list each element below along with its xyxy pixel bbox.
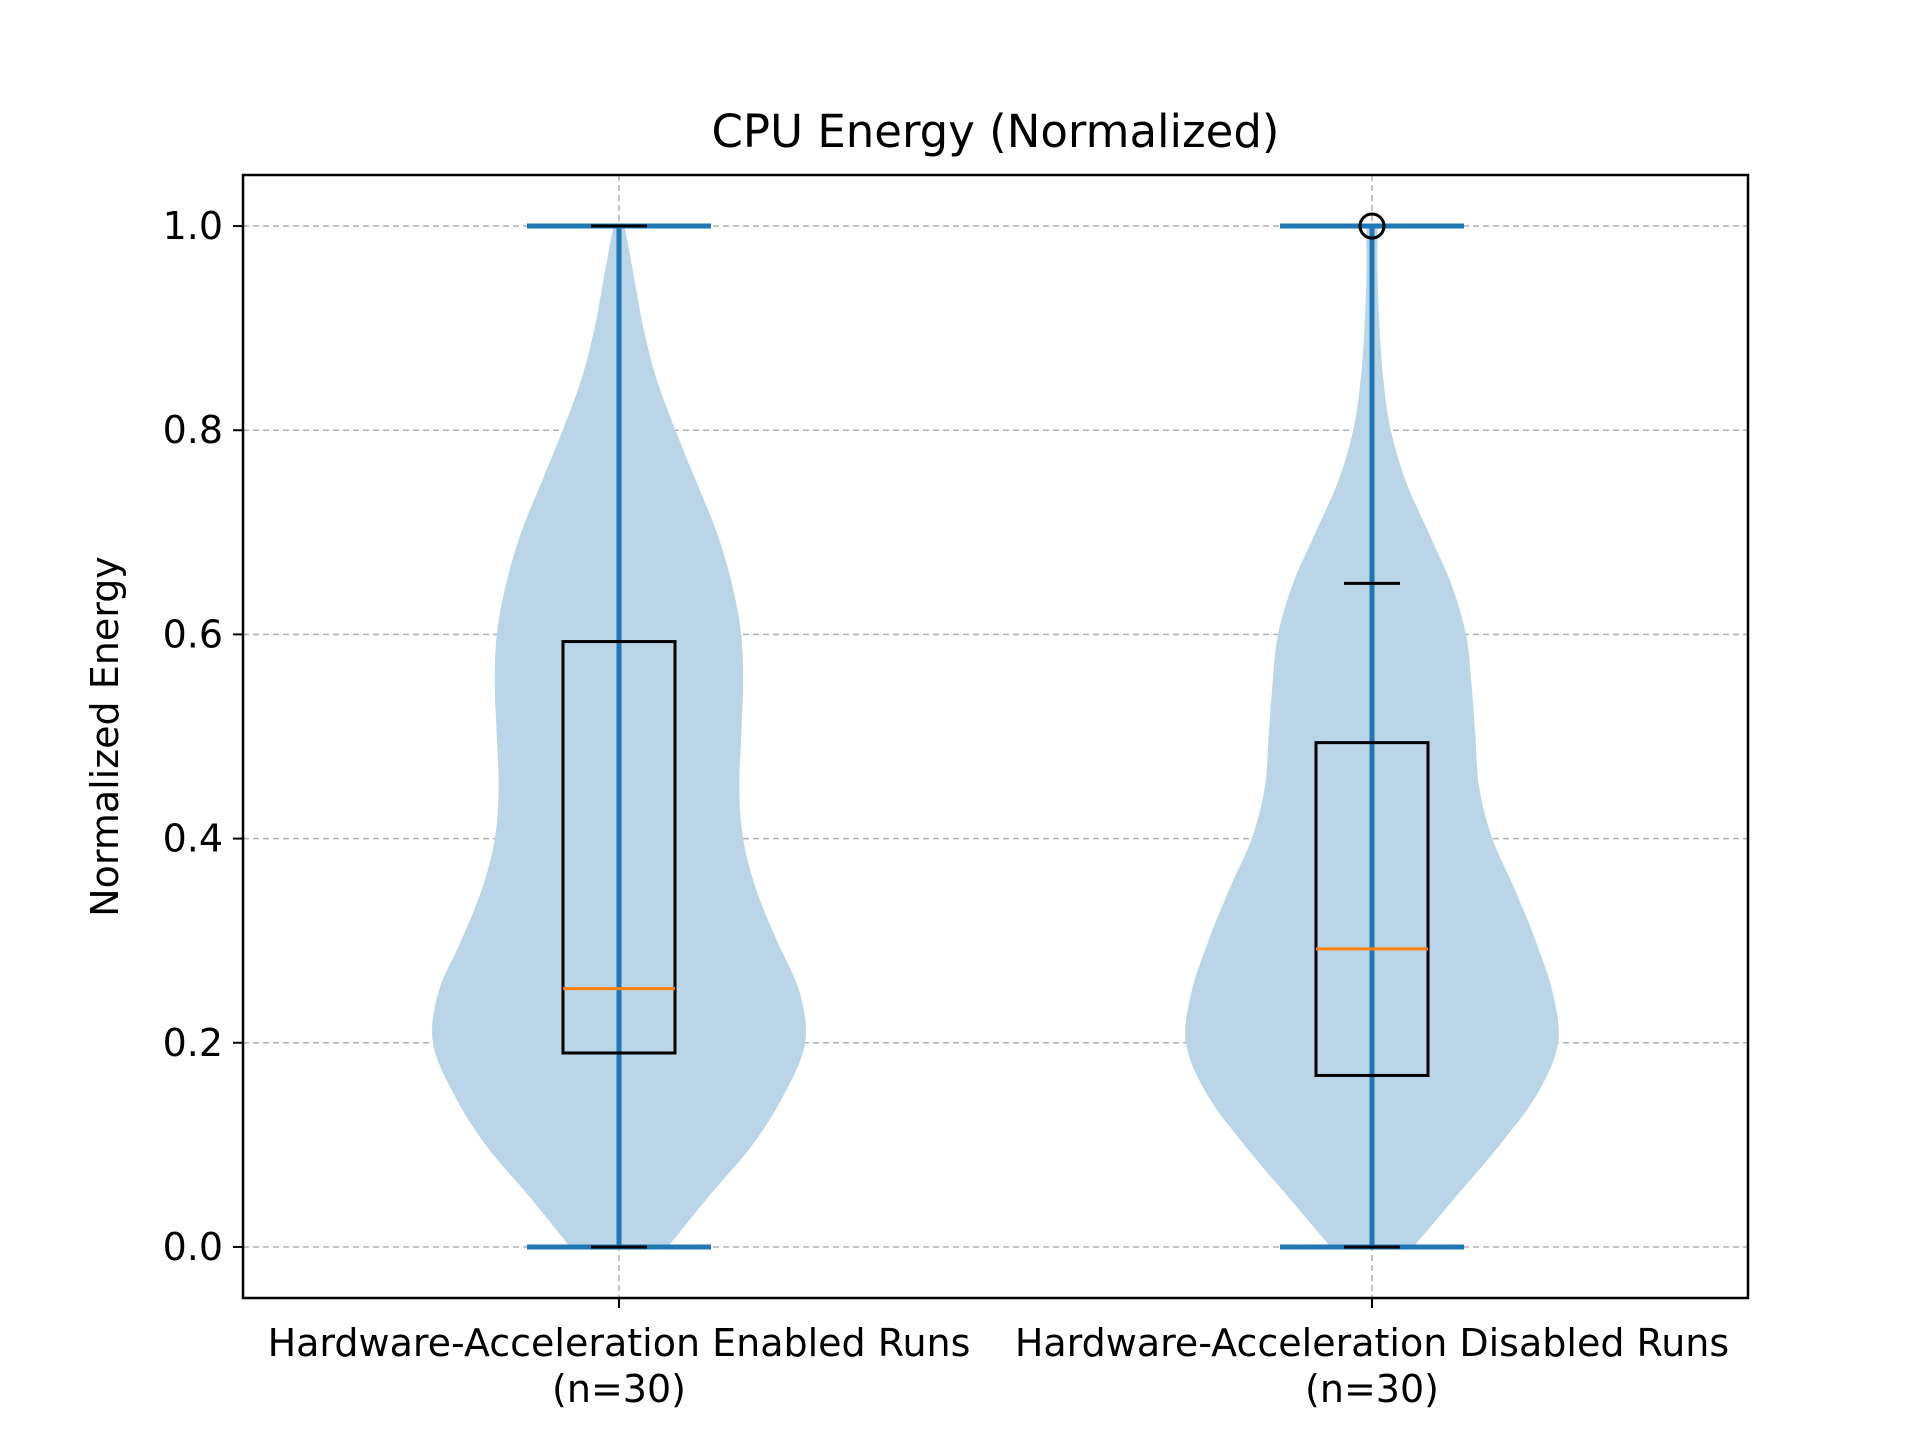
x-category-count: (n=30) bbox=[552, 1367, 686, 1411]
box-iqr bbox=[561, 640, 677, 1055]
x-category-count: (n=30) bbox=[1305, 1367, 1439, 1411]
y-tick-label: 0.2 bbox=[163, 1021, 223, 1065]
y-tick-label: 1.0 bbox=[163, 204, 223, 248]
box-iqr bbox=[1314, 741, 1430, 1077]
violin-layer bbox=[432, 223, 1559, 1250]
y-tick-label: 0.8 bbox=[163, 408, 223, 452]
grid-layer bbox=[243, 175, 1748, 1298]
y-tick-label: 0.4 bbox=[163, 817, 223, 861]
box-outlier bbox=[1358, 212, 1386, 240]
y-tick-label: 0.6 bbox=[163, 612, 223, 656]
box-layer bbox=[561, 212, 1430, 1249]
axis-layer: 0.0 0.2 0.4 0.6 0.8 1.0 Hardware-Acceleration … bbox=[163, 204, 1730, 1411]
y-tick-label: 0.0 bbox=[163, 1225, 223, 1269]
x-category-label: Hardware-Acceleration Enabled Runs bbox=[268, 1321, 971, 1365]
x-category-label: Hardware-Acceleration Disabled Runs bbox=[1015, 1321, 1729, 1365]
y-axis-label: Normalized Energy bbox=[83, 556, 127, 917]
plot-frame bbox=[241, 173, 1750, 1300]
chart-title: CPU Energy (Normalized) bbox=[712, 105, 1280, 158]
